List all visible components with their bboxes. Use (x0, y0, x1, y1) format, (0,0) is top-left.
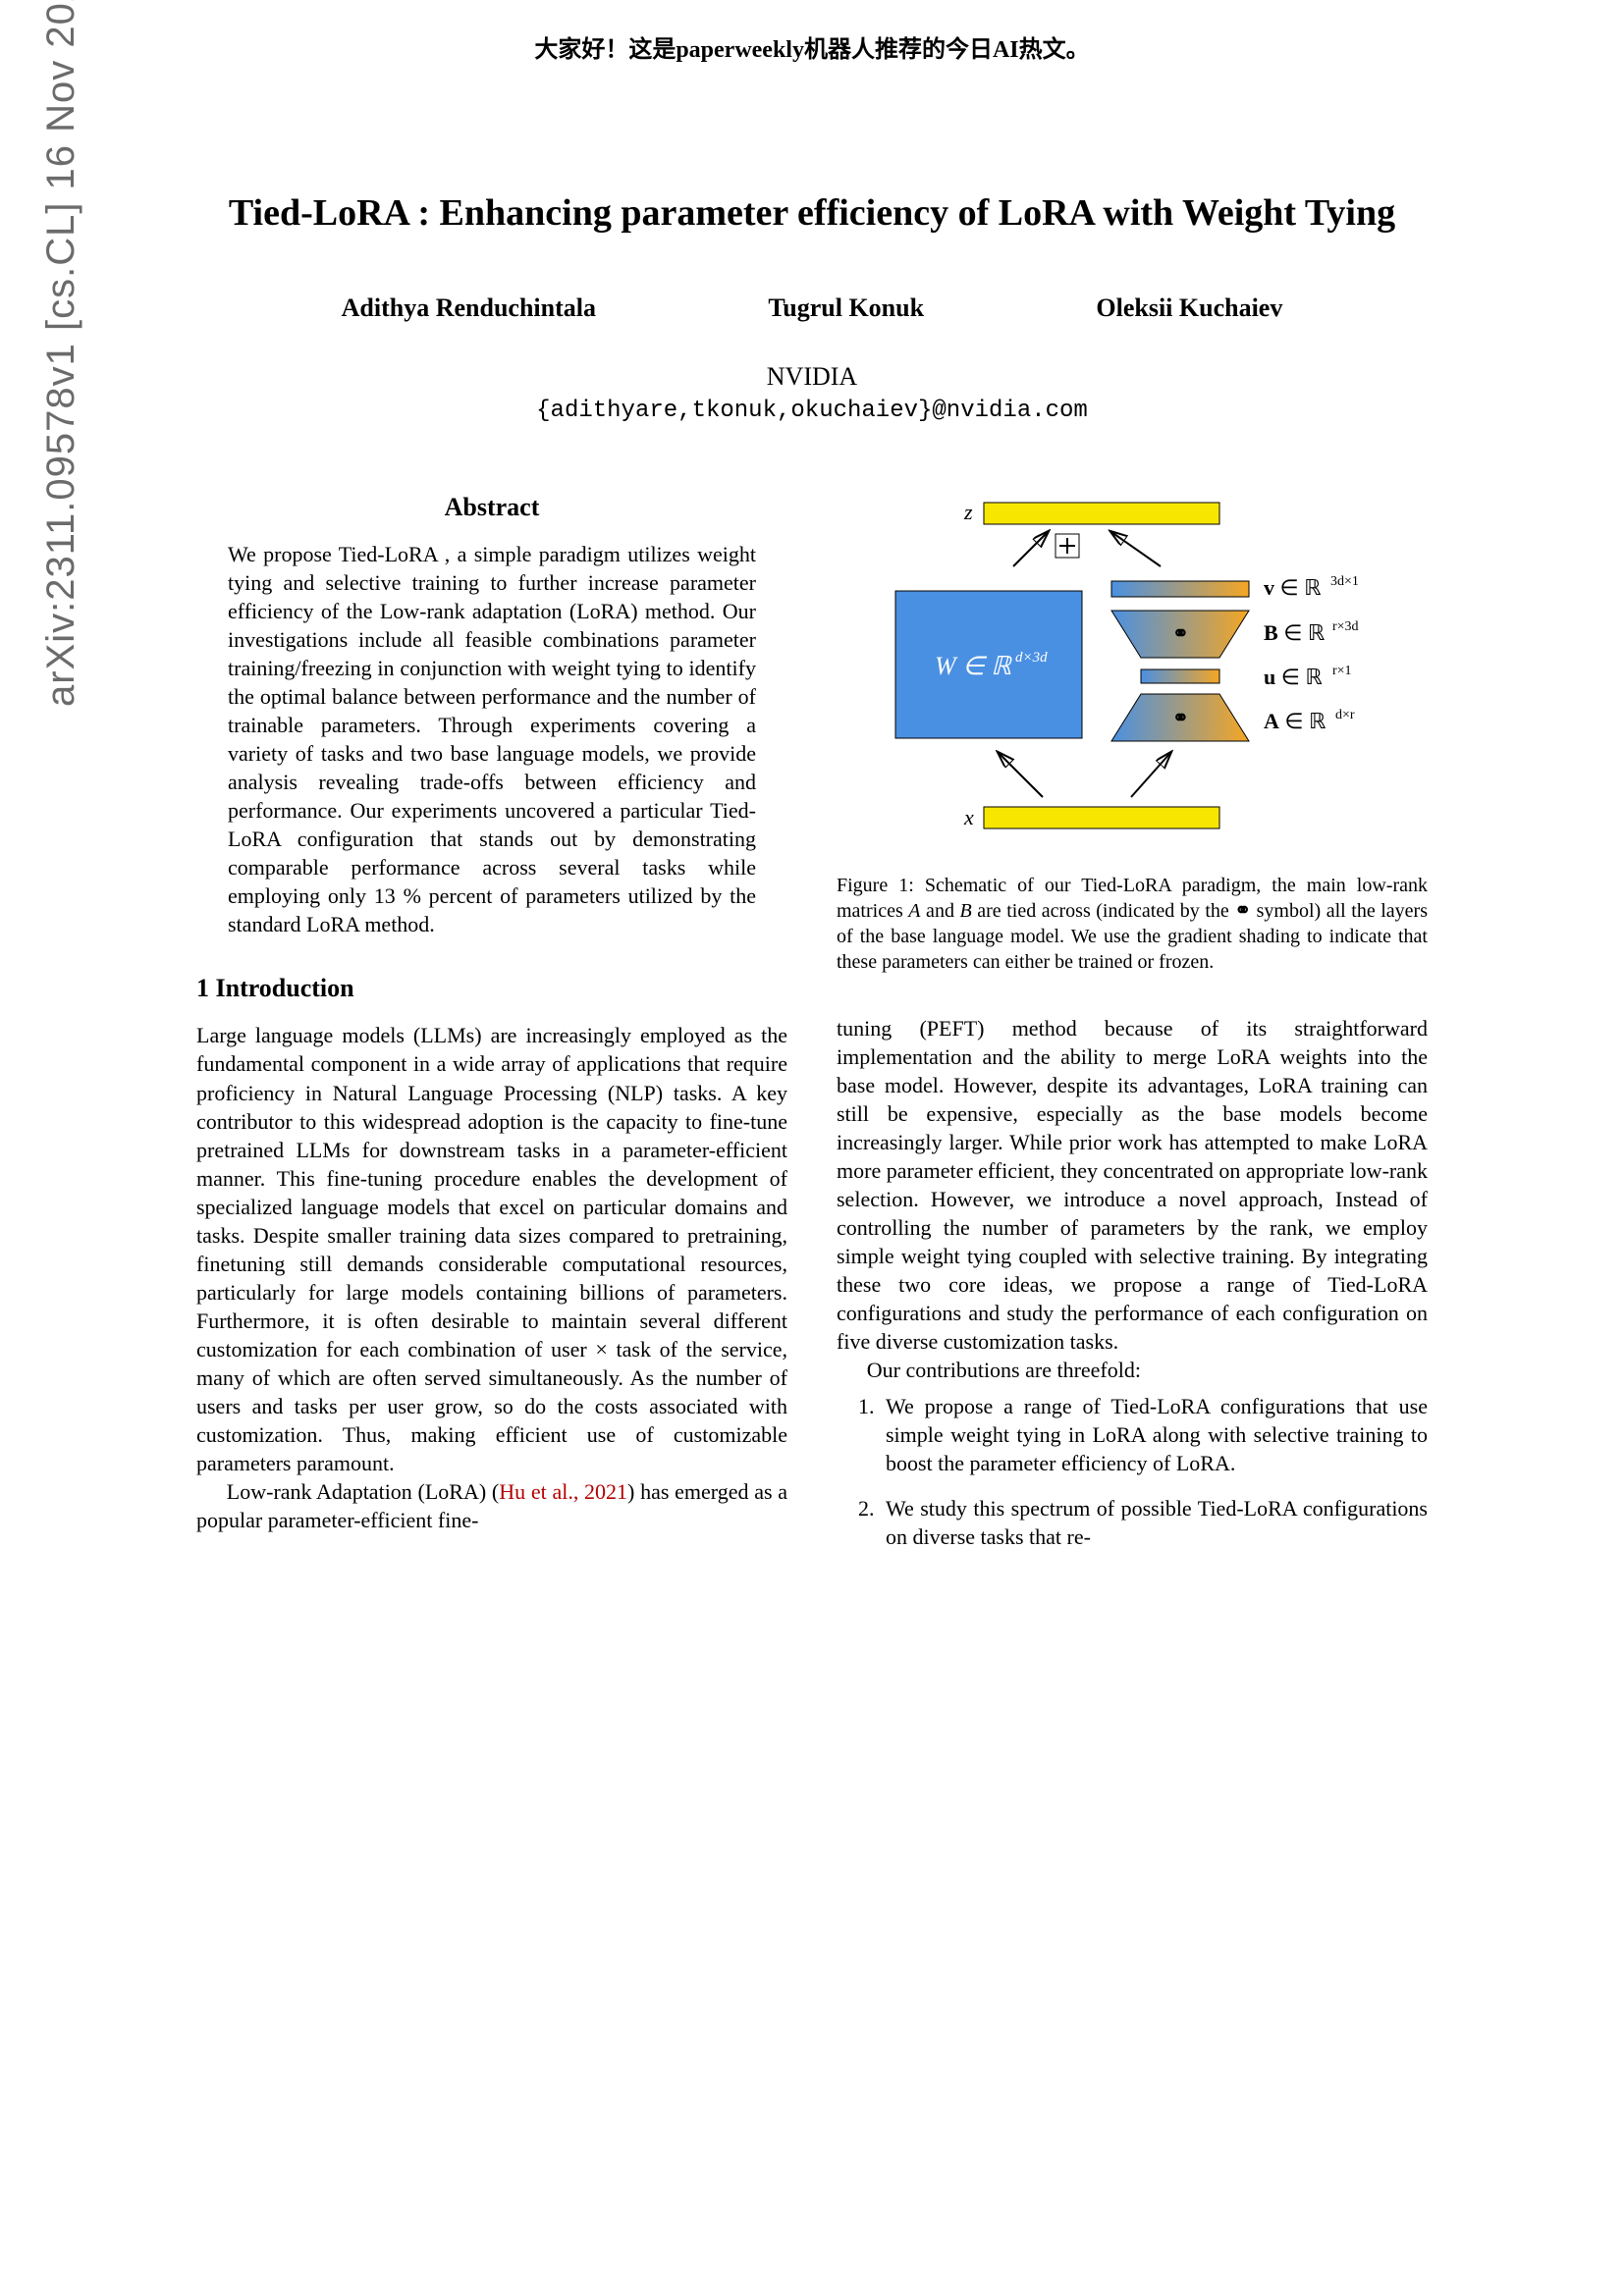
intro-p2-a: Low-rank Adaptation (LoRA) ( (227, 1479, 499, 1504)
abstract-heading: Abstract (196, 493, 787, 522)
intro-p2: Low-rank Adaptation (LoRA) (Hu et al., 2… (196, 1477, 787, 1534)
svg-text:r×3d: r×3d (1332, 619, 1359, 634)
svg-text:⚭: ⚭ (1172, 623, 1189, 645)
left-column: Abstract We propose Tied-LoRA , a simple… (196, 493, 787, 1567)
author-1: Adithya Renduchintala (342, 294, 596, 323)
fig-label-v: v ∈ ℝ (1264, 575, 1322, 600)
page-content: Tied-LoRA : Enhancing parameter efficien… (0, 74, 1624, 1645)
two-column-body: Abstract We propose Tied-LoRA , a simple… (196, 493, 1428, 1567)
svg-text:3d×1: 3d×1 (1330, 574, 1359, 589)
fig-label-z: z (963, 500, 973, 524)
fig-cap-B: B (959, 900, 971, 922)
contribution-list: We propose a range of Tied-LoRA configur… (837, 1392, 1428, 1550)
fig-cap-c: are tied across (indicated by the (972, 900, 1235, 922)
right-column: z W ∈ ℝ d×3d v ∈ ℝ 3d×1 (837, 493, 1428, 1567)
svg-text:⚭: ⚭ (1172, 708, 1189, 729)
fig-label-A: A ∈ ℝ (1264, 709, 1326, 733)
affiliation: NVIDIA (196, 362, 1428, 392)
link-icon: ⚭ (1234, 898, 1251, 924)
fig-cap-b: and (921, 900, 960, 922)
fig-label-x: x (963, 805, 974, 829)
svg-text:d×r: d×r (1335, 708, 1355, 722)
intro-p1: Large language models (LLMs) are increas… (196, 1021, 787, 1477)
section-1-heading: 1 Introduction (196, 974, 787, 1003)
figure-1-caption: Figure 1: Schematic of our Tied-LoRA par… (837, 873, 1428, 975)
figure-1-svg: z W ∈ ℝ d×3d v ∈ ℝ 3d×1 (837, 493, 1406, 856)
arxiv-watermark: arXiv:2311.09578v1 [cs.CL] 16 Nov 2023 (39, 0, 83, 707)
top-banner: 大家好！这是paperweekly机器人推荐的今日AI热文。 (0, 0, 1624, 74)
figure-1: z W ∈ ℝ d×3d v ∈ ℝ 3d×1 (837, 493, 1428, 975)
fig-label-u: u ∈ ℝ (1264, 665, 1323, 689)
col2-p2: Our contributions are threefold: (837, 1356, 1428, 1384)
svg-text:d×3d: d×3d (1015, 650, 1048, 666)
fig-label-W: W ∈ ℝ (935, 652, 1012, 680)
contribution-1: We propose a range of Tied-LoRA configur… (880, 1392, 1428, 1477)
citation-hu2021[interactable]: Hu et al., 2021 (499, 1479, 627, 1504)
contribution-2: We study this spectrum of possible Tied-… (880, 1494, 1428, 1551)
abstract-text: We propose Tied-LoRA , a simple paradigm… (196, 540, 787, 938)
fig-label-B: B ∈ ℝ (1264, 620, 1326, 645)
author-row: Adithya Renduchintala Tugrul Konuk Oleks… (196, 294, 1428, 323)
col2-p1: tuning (PEFT) method because of its stra… (837, 1014, 1428, 1356)
author-3: Oleksii Kuchaiev (1096, 294, 1282, 323)
svg-text:r×1: r×1 (1332, 664, 1352, 678)
author-2: Tugrul Konuk (768, 294, 924, 323)
author-emails: {adithyare,tkonuk,okuchaiev}@nvidia.com (196, 398, 1428, 424)
intro-text: Large language models (LLMs) are increas… (196, 1021, 787, 1534)
paper-title: Tied-LoRA : Enhancing parameter efficien… (196, 191, 1428, 235)
col2-text: tuning (PEFT) method because of its stra… (837, 1014, 1428, 1384)
fig-cap-A: A (908, 900, 920, 922)
